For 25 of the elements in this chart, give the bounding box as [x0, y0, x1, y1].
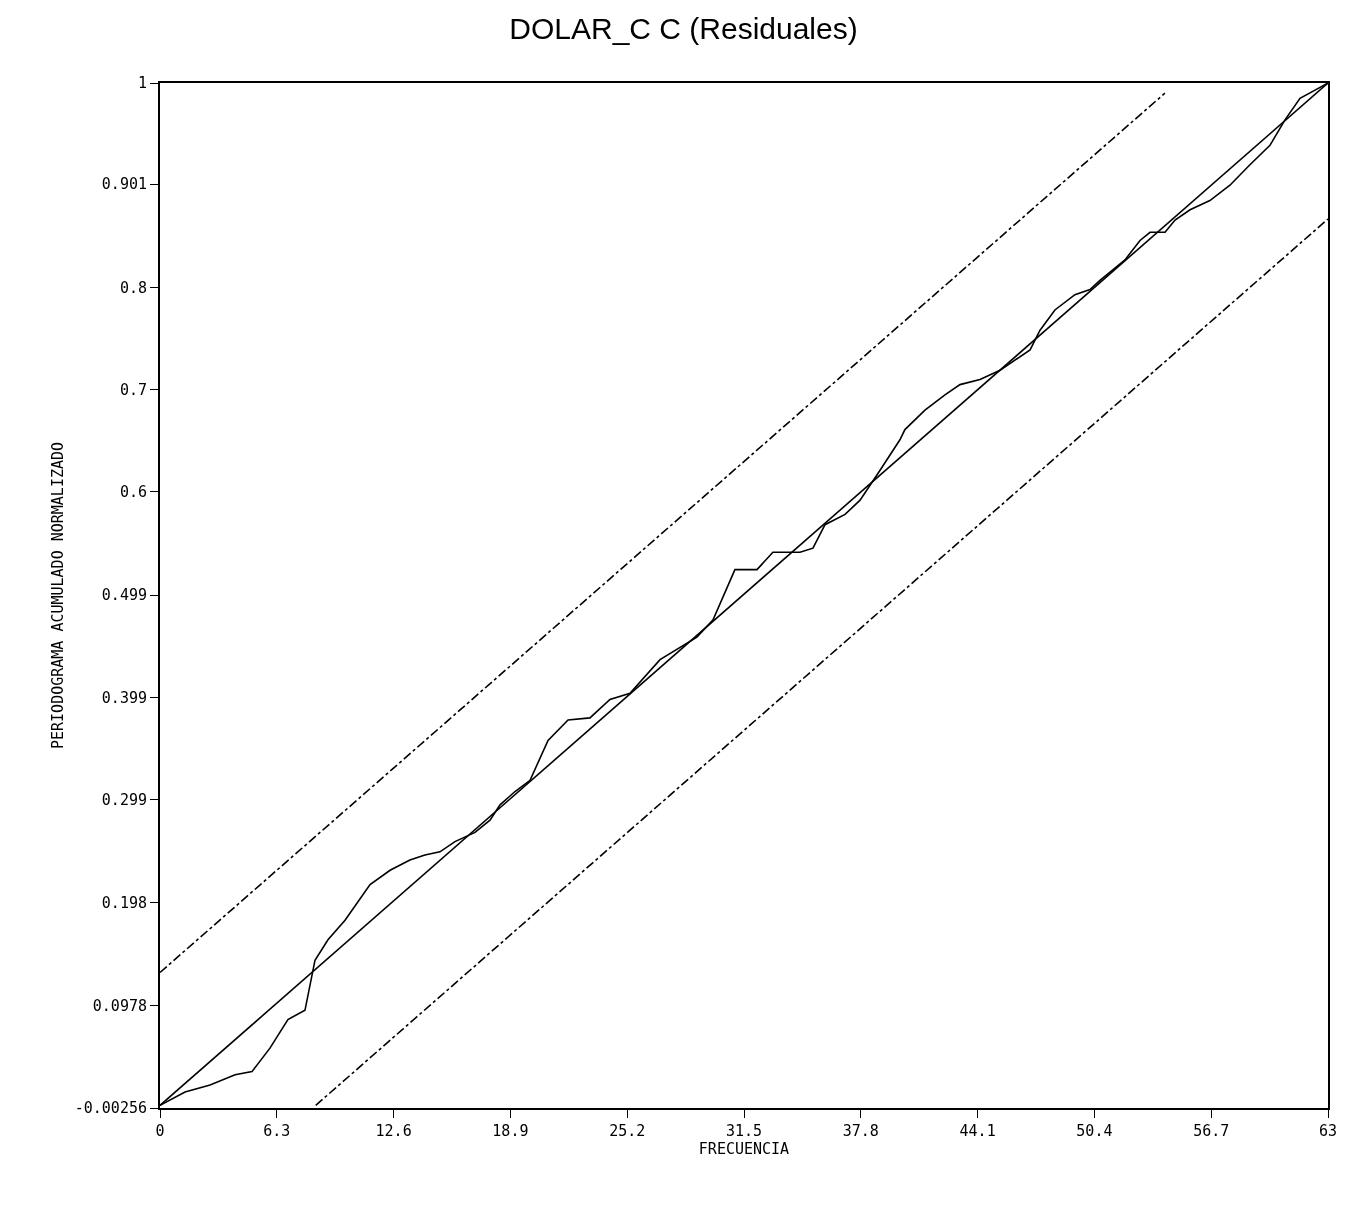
- x-axis-title: FRECUENCIA: [698, 1140, 790, 1158]
- y-tick-label: 0.8: [119, 278, 147, 297]
- x-tick-label: 12.6: [375, 1122, 412, 1140]
- x-tick-label: 6.3: [263, 1122, 291, 1140]
- x-tick-label: 44.1: [959, 1122, 996, 1140]
- x-tick-label: 18.9: [492, 1122, 529, 1140]
- y-tick-label: 0.299: [101, 790, 147, 809]
- x-tick-label: 31.5: [725, 1122, 763, 1140]
- x-tick-label: 63: [1318, 1122, 1338, 1140]
- y-tick-label: 0.198: [101, 894, 147, 913]
- chart-title: DOLAR_C C (Residuales): [509, 12, 858, 46]
- y-tick-label: 0.0978: [92, 996, 147, 1015]
- x-tick-label: 50.4: [1076, 1122, 1113, 1140]
- y-axis-title: PERIODOGRAMA ACUMULADO NORMALIZADO: [48, 441, 67, 750]
- x-tick-label: 25.2: [609, 1122, 646, 1140]
- y-tick-label: 0.6: [119, 483, 147, 502]
- y-tick-label: 0.901: [101, 175, 147, 194]
- x-tick-label: 0: [155, 1122, 165, 1140]
- y-tick-label: 0.7: [119, 380, 147, 399]
- x-tick-label: 56.7: [1193, 1122, 1230, 1140]
- y-tick-label: 1: [137, 74, 147, 93]
- x-tick-label: 37.8: [842, 1122, 879, 1140]
- y-tick-label: 0.499: [101, 586, 147, 605]
- y-tick-label: 0.399: [101, 688, 147, 707]
- y-tick-label: -0.00256: [74, 1099, 147, 1118]
